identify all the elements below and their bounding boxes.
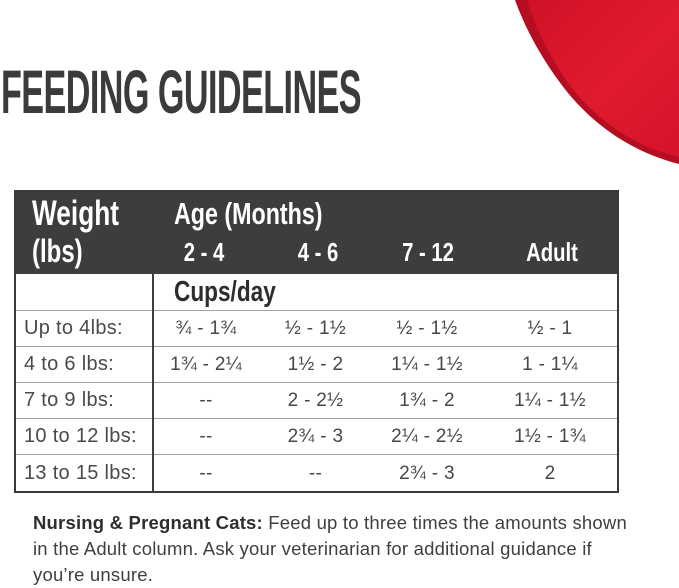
table-row: 13 to 15 lbs: -- -- 2¾ - 3 2 <box>16 455 617 492</box>
value-cell: 2 - 2½ <box>287 389 344 411</box>
value-cell: ½ - 1½ <box>396 317 458 339</box>
value-cell: 2 <box>544 462 556 484</box>
value-cell: ½ - 1 <box>527 317 573 339</box>
header-col-7-12: 7 - 12 <box>402 237 454 267</box>
value-cell: 1¾ - 2¼ <box>170 353 242 375</box>
header-col-adult: Adult <box>526 237 578 267</box>
header-col-4-6: 4 - 6 <box>297 237 339 267</box>
weight-cell: 13 to 15 lbs: <box>24 462 137 484</box>
footnote: Nursing & Pregnant Cats: Feed up to thre… <box>33 510 647 588</box>
units-row: Cups/day <box>16 274 617 311</box>
footnote-text: Feed up to three times the amounts shown… <box>33 512 627 585</box>
table-row: 4 to 6 lbs: 1¾ - 2¼ 1½ - 2 1¼ - 1½ 1 - 1… <box>16 347 617 383</box>
value-cell: 2¼ - 2½ <box>391 425 463 447</box>
footnote-lead: Nursing & Pregnant Cats: <box>33 512 263 533</box>
table-row: Up to 4lbs: ¾ - 1¾ ½ - 1½ ½ - 1½ ½ - 1 <box>16 311 617 347</box>
value-cell: ½ - 1½ <box>285 317 346 339</box>
value-cell: ¾ - 1¾ <box>175 317 237 339</box>
value-cell: -- <box>199 425 213 447</box>
page-title: FEEDING GUIDELINES <box>1 58 362 126</box>
header-weight-units: (lbs) <box>32 233 83 269</box>
header-col-2-4: 2 - 4 <box>183 237 225 267</box>
swoosh-main <box>522 0 679 157</box>
value-cell: -- <box>199 389 213 411</box>
value-cell: -- <box>199 462 213 484</box>
weight-cell: Up to 4lbs: <box>24 317 123 339</box>
table-header: Weight (lbs) Age (Months) 2 - 4 4 - 6 7 … <box>16 192 617 274</box>
weight-cell: 4 to 6 lbs: <box>24 353 115 375</box>
value-cell: 1¼ - 1½ <box>514 389 586 411</box>
value-cell: -- <box>308 462 323 484</box>
header-weight-label: Weight <box>32 194 120 233</box>
header-age-title: Age (Months) <box>174 196 323 231</box>
column-divider <box>152 274 154 491</box>
weight-cell: 7 to 9 lbs: <box>24 389 115 411</box>
units-label: Cups/day <box>174 275 276 308</box>
value-cell: 2¾ - 3 <box>399 462 455 484</box>
value-cell: 1¼ - 1½ <box>391 353 463 375</box>
value-cell: 1½ - 2 <box>287 353 344 375</box>
value-cell: 1 - 1¼ <box>522 353 578 375</box>
red-swoosh-decoration <box>510 0 679 164</box>
value-cell: 2¾ - 3 <box>287 425 344 447</box>
feeding-guidelines-table: Weight (lbs) Age (Months) 2 - 4 4 - 6 7 … <box>14 190 619 493</box>
value-cell: 1¾ - 2 <box>399 389 455 411</box>
weight-cell: 10 to 12 lbs: <box>24 425 137 447</box>
table-row: 7 to 9 lbs: -- 2 - 2½ 1¾ - 2 1¼ - 1½ <box>16 383 617 419</box>
table-row: 10 to 12 lbs: -- 2¾ - 3 2¼ - 2½ 1½ - 1¾ <box>16 419 617 455</box>
value-cell: 1½ - 1¾ <box>514 425 586 447</box>
